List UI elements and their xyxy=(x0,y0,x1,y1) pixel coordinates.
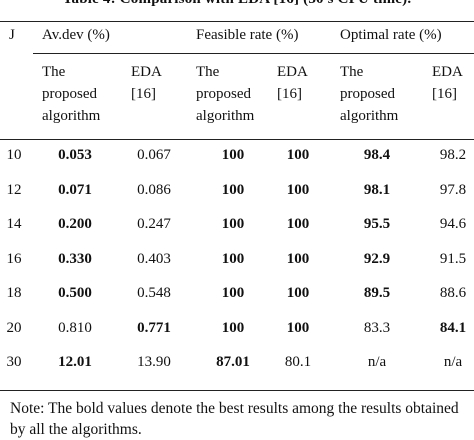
cell-avdev-eda: 0.771 xyxy=(137,319,171,336)
cell-optimal-proposed: 98.1 xyxy=(363,181,391,198)
cell-avdev-proposed: 0.810 xyxy=(58,319,92,336)
header-bottom-rule xyxy=(0,139,474,140)
cell-avdev-eda: 0.086 xyxy=(137,181,171,198)
header-feasible-rate: Feasible rate (%) xyxy=(196,27,299,43)
bottom-rule xyxy=(0,390,474,391)
subheader-avdev-eda: EDA [16] xyxy=(131,64,162,102)
header-optimal-rate: Optimal rate (%) xyxy=(340,27,442,43)
cell-feasible-eda: 100 xyxy=(286,147,310,163)
header-sub-rule xyxy=(33,53,474,54)
subheader-avdev-proposed: The proposed algorithm xyxy=(42,64,101,124)
cell-avdev-eda: 0.247 xyxy=(137,216,171,232)
cell-feasible-proposed: 100 xyxy=(221,147,245,163)
cell-feasible-eda: 100 xyxy=(286,319,310,336)
cell-feasible-proposed: 87.01 xyxy=(216,354,250,370)
cell-j: 16 xyxy=(6,250,22,267)
cell-optimal-proposed: 98.4 xyxy=(363,147,391,163)
header-j: J xyxy=(9,27,15,43)
cell-optimal-eda: 97.8 xyxy=(439,181,467,198)
cell-feasible-proposed: 100 xyxy=(221,285,245,301)
subheader-optimal-proposed: The proposed algorithm xyxy=(340,64,399,124)
cell-avdev-proposed: 0.071 xyxy=(58,181,92,198)
cell-j: 30 xyxy=(6,354,22,370)
top-rule xyxy=(0,21,474,22)
cell-avdev-proposed: 0.053 xyxy=(58,147,92,163)
cell-feasible-proposed: 100 xyxy=(221,319,245,336)
cell-avdev-proposed: 0.200 xyxy=(58,216,92,232)
cell-avdev-proposed: 0.330 xyxy=(58,250,92,267)
cell-optimal-proposed: 92.9 xyxy=(363,250,391,267)
cell-avdev-eda: 13.90 xyxy=(137,354,171,370)
cell-feasible-eda: 100 xyxy=(286,181,310,198)
subheader-optimal-eda: EDA [16] xyxy=(432,64,463,102)
cell-j: 12 xyxy=(6,181,22,198)
cell-j: 20 xyxy=(6,319,22,336)
cell-feasible-proposed: 100 xyxy=(221,216,245,232)
cell-j: 10 xyxy=(6,147,22,163)
cell-avdev-eda: 0.403 xyxy=(137,250,171,267)
subheader-feasible-eda: EDA [16] xyxy=(277,64,308,102)
cell-j: 18 xyxy=(6,285,22,301)
cell-feasible-eda: 100 xyxy=(286,216,310,232)
cell-j: 14 xyxy=(6,216,22,232)
subheader-feasible-proposed: The proposed algorithm xyxy=(196,64,255,124)
table-note: Note: The bold values denote the best re… xyxy=(10,400,459,438)
cell-avdev-eda: 0.067 xyxy=(137,147,171,163)
cell-feasible-eda: 100 xyxy=(286,285,310,301)
cell-optimal-eda: 88.6 xyxy=(439,285,467,301)
cell-optimal-proposed: 83.3 xyxy=(363,319,391,336)
table-caption: Table 4: Comparison with EDA [16] (30 s … xyxy=(0,0,474,8)
cell-optimal-eda: 84.1 xyxy=(439,319,467,336)
cell-optimal-eda: 94.6 xyxy=(439,216,467,232)
cell-feasible-eda: 80.1 xyxy=(284,354,312,370)
cell-optimal-eda: n/a xyxy=(443,354,463,370)
cell-avdev-proposed: 0.500 xyxy=(58,285,92,301)
cell-avdev-eda: 0.548 xyxy=(137,285,171,301)
cell-optimal-eda: 91.5 xyxy=(439,250,467,267)
cell-optimal-proposed: n/a xyxy=(367,354,387,370)
cell-optimal-proposed: 95.5 xyxy=(363,216,391,232)
cell-avdev-proposed: 12.01 xyxy=(58,354,92,370)
cell-feasible-proposed: 100 xyxy=(221,250,245,267)
header-avdev: Av.dev (%) xyxy=(42,27,110,43)
cell-feasible-eda: 100 xyxy=(286,250,310,267)
cell-optimal-proposed: 89.5 xyxy=(363,285,391,301)
cell-feasible-proposed: 100 xyxy=(221,181,245,198)
cell-optimal-eda: 98.2 xyxy=(439,147,467,163)
